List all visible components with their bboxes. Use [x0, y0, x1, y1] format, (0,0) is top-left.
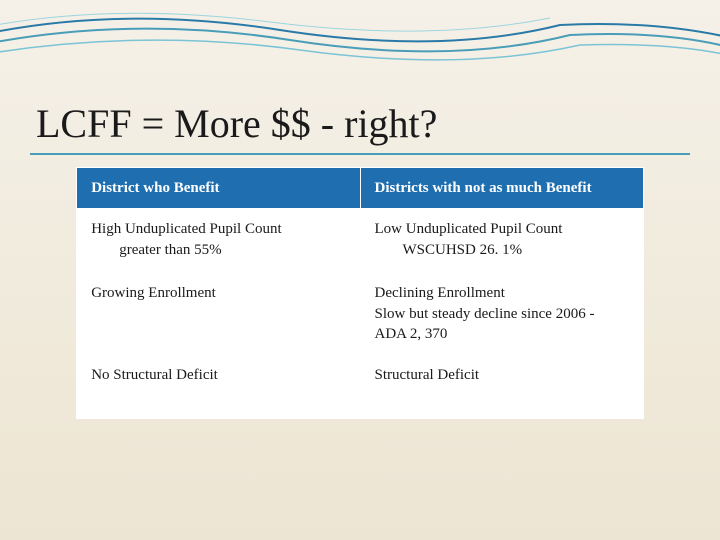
cell-right: Structural Deficit	[360, 355, 643, 419]
table-row: No Structural Deficit Structural Deficit	[77, 355, 644, 419]
cell-right: Low Unduplicated Pupil Count WSCUHSD 26.…	[360, 209, 643, 273]
cell-main-text: Low Unduplicated Pupil Count	[375, 221, 563, 237]
cell-sub-text: greater than 55%	[91, 240, 345, 260]
slide-title: LCFF = More $$ - right?	[30, 100, 690, 147]
header-cell-right: Districts with not as much Benefit	[360, 168, 643, 209]
cell-main-text: High Unduplicated Pupil Count	[91, 221, 281, 237]
cell-main-text: Structural Deficit	[375, 367, 480, 383]
cell-sub-text: WSCUHSD 26. 1%	[375, 240, 629, 260]
comparison-table: District who Benefit Districts with not …	[76, 167, 644, 419]
header-cell-left: District who Benefit	[77, 168, 360, 209]
cell-right: Declining Enrollment Slow but steady dec…	[360, 273, 643, 355]
cell-main-text: Declining Enrollment	[375, 285, 505, 301]
table-header-row: District who Benefit Districts with not …	[77, 168, 644, 209]
cell-main-text: No Structural Deficit	[91, 367, 218, 383]
slide-content: LCFF = More $$ - right? District who Ben…	[0, 0, 720, 449]
table-row: Growing Enrollment Declining Enrollment …	[77, 273, 644, 355]
table-row: High Unduplicated Pupil Count greater th…	[77, 209, 644, 273]
cell-left: Growing Enrollment	[77, 273, 360, 355]
cell-left: No Structural Deficit	[77, 355, 360, 419]
cell-sub-text: Slow but steady decline since 2006 - ADA…	[375, 306, 595, 342]
cell-left: High Unduplicated Pupil Count greater th…	[77, 209, 360, 273]
cell-main-text: Growing Enrollment	[91, 285, 216, 301]
title-underline	[30, 153, 690, 155]
